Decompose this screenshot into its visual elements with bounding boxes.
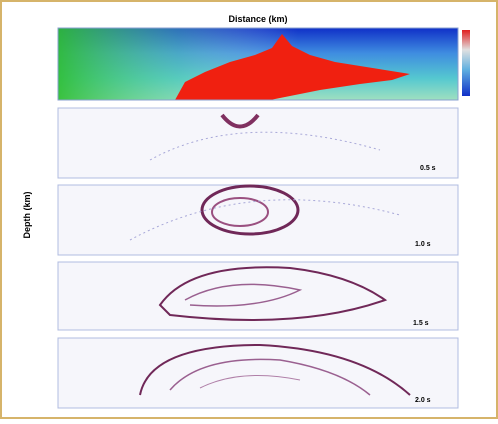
panel-label: 0.5 s xyxy=(420,165,436,172)
snapshot: 0.5 s xyxy=(58,108,458,178)
panel-label: 2.0 s xyxy=(415,397,431,404)
panel-label: 1.5 s xyxy=(413,320,429,327)
snapshot: 1.5 s xyxy=(58,262,458,330)
figure: Distance (km) Depth (km) 0.5 s 1.0 s 1.5… xyxy=(0,0,498,419)
snapshot: 1.0 s xyxy=(58,185,458,255)
snapshot: 2.0 s xyxy=(58,338,458,408)
y-axis-label: Depth (km) xyxy=(22,191,32,238)
velocity-model xyxy=(58,28,458,100)
x-axis-label: Distance (km) xyxy=(228,14,287,24)
panel-label: 1.0 s xyxy=(415,241,431,248)
colorbar xyxy=(462,30,470,96)
